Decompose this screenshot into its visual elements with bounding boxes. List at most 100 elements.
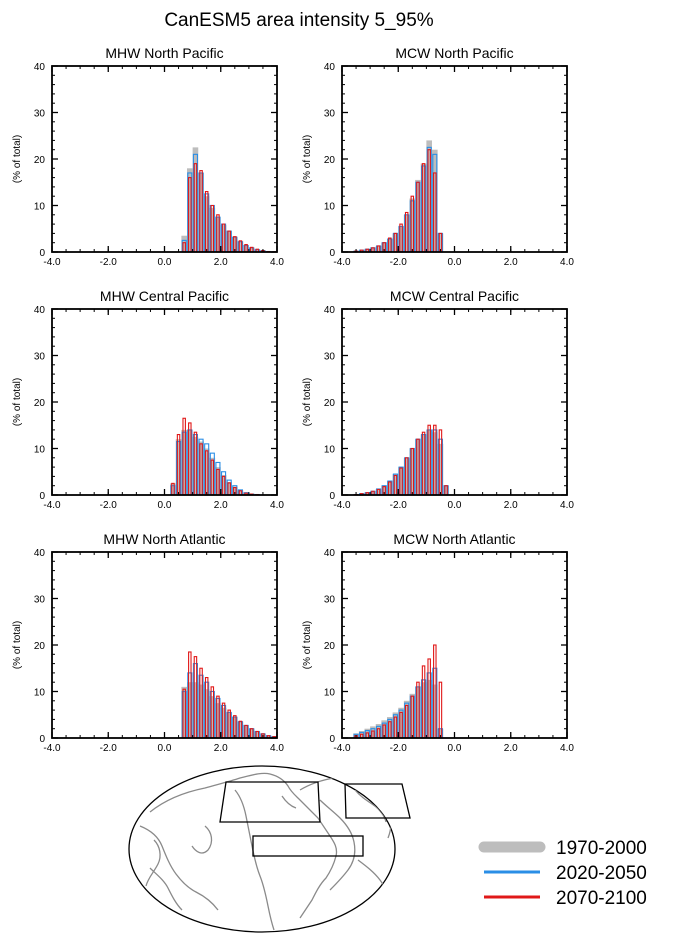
y-axis-label: (% of total) bbox=[302, 378, 313, 426]
world-map bbox=[128, 765, 411, 933]
x-tick-label: 0.0 bbox=[158, 743, 172, 754]
x-tick-label: 0.0 bbox=[448, 500, 462, 511]
panel-title: MHW North Pacific bbox=[105, 45, 223, 61]
bar-1970-2000-0 bbox=[181, 235, 187, 252]
bar-1970-2000-10 bbox=[409, 693, 416, 738]
bar-1970-2000-0 bbox=[181, 686, 187, 738]
x-tick-label: 2.0 bbox=[214, 743, 228, 754]
legend: 1970-2000 2020-2050 2070-2100 bbox=[478, 838, 647, 909]
panel-0: MHW North Pacific -4.0 -2.0 0.0 2.0 4.0 0 10 20 3… bbox=[12, 45, 284, 268]
x-tick-label: -2.0 bbox=[390, 257, 408, 268]
y-tick-label: 0 bbox=[329, 734, 335, 745]
bar-1970-2000-11 bbox=[415, 686, 421, 738]
y-tick-label: 10 bbox=[324, 445, 336, 456]
panel-title: MCW North Pacific bbox=[395, 45, 513, 61]
bar-1970-2000-10 bbox=[237, 241, 244, 252]
y-tick-label: 30 bbox=[34, 595, 46, 606]
bar-1970-2000-12 bbox=[248, 728, 255, 738]
bar-1970-2000-14 bbox=[432, 432, 438, 495]
y-tick-label: 0 bbox=[39, 248, 45, 259]
bar-1970-2000-2 bbox=[192, 147, 199, 252]
bar-1970-2000-5 bbox=[198, 441, 204, 495]
bar-1970-2000-5 bbox=[381, 485, 387, 495]
plot-frame bbox=[51, 308, 278, 496]
bar-1970-2000-9 bbox=[403, 214, 410, 252]
x-tick-label: 0.0 bbox=[448, 743, 462, 754]
y-tick-label: 10 bbox=[34, 202, 46, 213]
bar-1970-2000-13 bbox=[426, 140, 432, 252]
bar-1970-2000-7 bbox=[220, 707, 227, 738]
bar-1970-2000-2 bbox=[192, 682, 199, 738]
bar-1970-2000-2 bbox=[364, 249, 371, 252]
bar-1970-2000-15 bbox=[437, 728, 444, 738]
bar-1970-2000-15 bbox=[437, 233, 444, 252]
bar-1970-2000-3 bbox=[370, 491, 376, 495]
plot-frame bbox=[341, 551, 568, 739]
x-tick-label: -2.0 bbox=[100, 257, 118, 268]
panel-title: MHW Central Pacific bbox=[100, 288, 229, 304]
panel-5: MCW North Atlantic -4.0 -2.0 0.0 2.0 4.0 0 10 20… bbox=[302, 531, 574, 754]
x-tick-label: 4.0 bbox=[270, 257, 284, 268]
x-tick-label: 2.0 bbox=[504, 257, 518, 268]
bar-1970-2000-6 bbox=[387, 717, 393, 738]
bar-1970-2000-11 bbox=[243, 724, 249, 738]
y-tick-label: 20 bbox=[324, 641, 336, 652]
bar-1970-2000-10 bbox=[409, 198, 416, 252]
bar-1970-2000-9 bbox=[220, 475, 227, 495]
bar-1970-2000-13 bbox=[254, 249, 261, 252]
y-tick-label: 40 bbox=[324, 548, 336, 559]
bar-1970-2000-13 bbox=[426, 679, 432, 738]
bar-1970-2000-15 bbox=[437, 443, 444, 495]
bar-1970-2000-7 bbox=[220, 225, 227, 252]
x-tick-label: 4.0 bbox=[270, 743, 284, 754]
x-tick-label: 0.0 bbox=[158, 257, 172, 268]
bar-1970-2000-6 bbox=[215, 703, 221, 738]
region-box-north-atlantic bbox=[344, 783, 411, 819]
bar-1970-2000-8 bbox=[226, 231, 232, 252]
x-tick-label: 4.0 bbox=[560, 257, 574, 268]
y-tick-label: 0 bbox=[39, 734, 45, 745]
bar-1970-2000-4 bbox=[375, 245, 382, 252]
bar-1970-2000-1 bbox=[358, 250, 365, 252]
bar-1970-2000-13 bbox=[254, 731, 261, 738]
y-axis-label: (% of total) bbox=[12, 378, 23, 426]
legend-label-2070-2100: 2070-2100 bbox=[556, 888, 647, 909]
x-tick-label: 2.0 bbox=[504, 743, 518, 754]
bar-1970-2000-4 bbox=[203, 689, 210, 738]
panel-title: MCW Central Pacific bbox=[390, 288, 519, 304]
y-axis-label: (% of total) bbox=[12, 621, 23, 669]
bar-1970-2000-12 bbox=[420, 163, 427, 252]
plot-frame bbox=[341, 308, 568, 496]
region-box-central-pacific bbox=[252, 835, 364, 857]
panel-3: MCW Central Pacific -4.0 -2.0 0.0 2.0 4.0 0 10 2… bbox=[302, 288, 574, 511]
bar-1970-2000-7 bbox=[392, 233, 399, 252]
y-tick-label: 30 bbox=[34, 109, 46, 120]
bar-1970-2000-14 bbox=[432, 149, 438, 252]
bar-1970-2000-9 bbox=[403, 457, 410, 495]
x-tick-label: -4.0 bbox=[333, 500, 351, 511]
bar-1970-2000-3 bbox=[370, 726, 376, 738]
panel-1: MCW North Pacific -4.0 -2.0 0.0 2.0 4.0 0 10 20 3… bbox=[302, 45, 574, 268]
bar-1970-2000-5 bbox=[209, 696, 216, 738]
x-tick-label: 4.0 bbox=[560, 743, 574, 754]
y-tick-label: 40 bbox=[34, 548, 46, 559]
legend-label-1970-2000: 1970-2000 bbox=[556, 838, 647, 859]
bar-1970-2000-11 bbox=[232, 486, 238, 495]
x-tick-label: 0.0 bbox=[158, 500, 172, 511]
bar-1970-2000-1 bbox=[175, 439, 182, 495]
x-tick-label: -4.0 bbox=[333, 743, 351, 754]
bar-1970-2000-2 bbox=[181, 429, 187, 495]
y-tick-label: 40 bbox=[324, 305, 336, 316]
x-tick-label: 2.0 bbox=[214, 257, 228, 268]
y-tick-label: 20 bbox=[34, 155, 46, 166]
y-tick-label: 20 bbox=[324, 155, 336, 166]
bar-1970-2000-4 bbox=[203, 196, 210, 252]
bar-1970-2000-11 bbox=[243, 245, 249, 252]
bar-1970-2000-12 bbox=[420, 682, 427, 738]
x-tick-label: 2.0 bbox=[214, 500, 228, 511]
bar-1970-2000-13 bbox=[426, 429, 432, 495]
y-tick-label: 20 bbox=[34, 398, 46, 409]
bar-1970-2000-9 bbox=[232, 717, 238, 738]
bar-1970-2000-12 bbox=[248, 247, 255, 252]
